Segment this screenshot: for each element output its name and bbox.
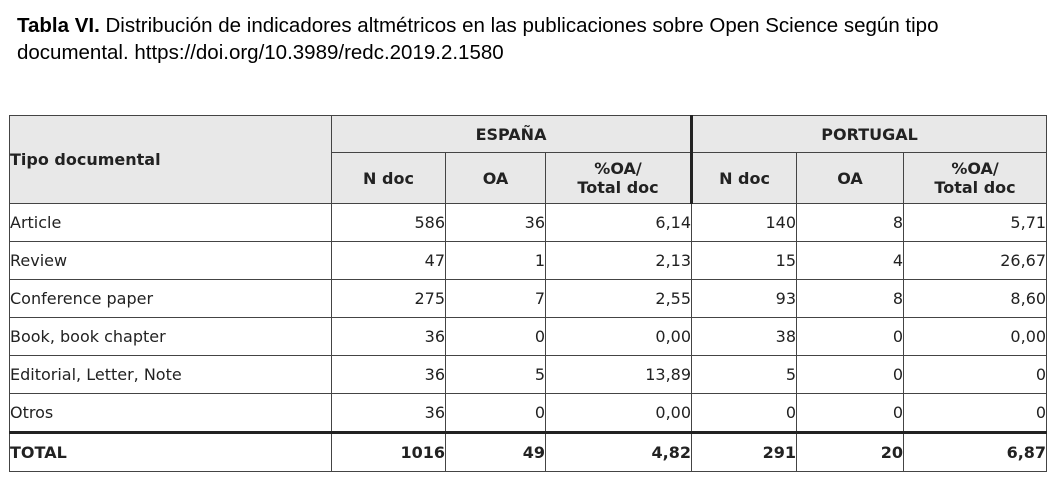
cell-es-n-doc: 36 xyxy=(331,317,446,356)
cell-es-oa: 7 xyxy=(445,279,546,318)
row-label: Book, book chapter xyxy=(9,317,332,356)
table-row: Conference paper 275 7 2,55 93 8 8,60 xyxy=(9,279,1048,318)
table-row: Article 586 36 6,14 140 8 5,71 xyxy=(9,203,1048,242)
cell-pt-n-doc: 93 xyxy=(691,279,798,318)
sub-header-row: N doc OA %OA/Total doc N doc OA %OA/Tota… xyxy=(10,152,1048,204)
cell-pt-pct-oa: 8,60 xyxy=(903,279,1048,318)
cell-pt-oa: 0 xyxy=(796,393,905,433)
cell-pt-pct-oa: 0 xyxy=(903,355,1048,394)
pct-header-line2: Total doc xyxy=(577,178,659,197)
pct-header-line1: %OA/ xyxy=(951,159,999,178)
pct-header-line2: Total doc xyxy=(934,178,1016,197)
total-es-n-doc: 1016 xyxy=(331,431,446,472)
group-header-espana: ESPAÑA xyxy=(330,115,694,153)
total-es-pct-oa: 4,82 xyxy=(544,431,693,472)
column-header-tipo-documental: Tipo documental xyxy=(9,115,332,204)
cell-es-pct-oa: 0,00 xyxy=(544,393,693,433)
cell-pt-pct-oa: 0,00 xyxy=(903,317,1048,356)
total-label: TOTAL xyxy=(9,431,332,472)
pct-header-line1: %OA/ xyxy=(594,159,642,178)
cell-pt-oa: 8 xyxy=(796,203,905,242)
cell-pt-oa: 4 xyxy=(796,241,905,280)
cell-es-n-doc: 275 xyxy=(331,279,446,318)
cell-es-oa: 5 xyxy=(445,355,546,394)
table-row: Otros 36 0 0,00 0 0 0 xyxy=(9,393,1048,433)
total-row: TOTAL 1016 49 4,82 291 20 6,87 xyxy=(9,431,1048,472)
total-pt-n-doc: 291 xyxy=(691,431,798,472)
cell-es-pct-oa: 13,89 xyxy=(544,355,693,394)
total-es-oa: 49 xyxy=(445,431,546,472)
cell-pt-pct-oa: 26,67 xyxy=(903,241,1048,280)
group-header-portugal: PORTUGAL xyxy=(691,115,1048,153)
caption-text: Distribución de indicadores altmétricos … xyxy=(17,14,939,64)
cell-es-oa: 36 xyxy=(445,203,546,242)
group-header-row: Tipo documental ESPAÑA PORTUGAL xyxy=(9,115,1048,204)
cell-pt-n-doc: 38 xyxy=(691,317,798,356)
column-header-pt-pct-oa: %OA/Total doc xyxy=(903,152,1048,204)
cell-pt-oa: 0 xyxy=(796,355,905,394)
row-label: Otros xyxy=(9,393,332,433)
table-row: Review 47 1 2,13 15 4 26,67 xyxy=(9,241,1048,280)
total-pt-oa: 20 xyxy=(796,431,905,472)
column-header-es-oa: OA xyxy=(445,152,546,204)
cell-es-pct-oa: 6,14 xyxy=(544,203,693,242)
cell-pt-n-doc: 5 xyxy=(691,355,798,394)
cell-pt-oa: 0 xyxy=(796,317,905,356)
cell-es-oa: 0 xyxy=(445,317,546,356)
table-row: Editorial, Letter, Note 36 5 13,89 5 0 0 xyxy=(9,355,1048,394)
row-label: Article xyxy=(9,203,332,242)
cell-es-n-doc: 586 xyxy=(331,203,446,242)
cell-es-n-doc: 36 xyxy=(331,355,446,394)
table-caption: Tabla VI. Distribución de indicadores al… xyxy=(17,12,1037,66)
cell-es-pct-oa: 2,55 xyxy=(544,279,693,318)
row-label: Editorial, Letter, Note xyxy=(9,355,332,394)
cell-es-oa: 0 xyxy=(445,393,546,433)
column-header-es-pct-oa: %OA/Total doc xyxy=(544,152,694,204)
cell-pt-n-doc: 140 xyxy=(691,203,798,242)
data-table: Tipo documental ESPAÑA PORTUGAL N doc OA… xyxy=(9,115,1048,472)
table-row: Book, book chapter 36 0 0,00 38 0 0,00 xyxy=(9,317,1048,356)
cell-es-n-doc: 47 xyxy=(331,241,446,280)
column-header-pt-oa: OA xyxy=(796,152,905,204)
cell-pt-n-doc: 15 xyxy=(691,241,798,280)
cell-pt-pct-oa: 5,71 xyxy=(903,203,1048,242)
cell-pt-oa: 8 xyxy=(796,279,905,318)
row-label: Conference paper xyxy=(9,279,332,318)
cell-es-n-doc: 36 xyxy=(331,393,446,433)
cell-pt-pct-oa: 0 xyxy=(903,393,1048,433)
cell-es-pct-oa: 0,00 xyxy=(544,317,693,356)
cell-pt-n-doc: 0 xyxy=(691,393,798,433)
total-pt-pct-oa: 6,87 xyxy=(903,431,1048,472)
column-header-es-n-doc: N doc xyxy=(331,152,446,204)
row-label: Review xyxy=(9,241,332,280)
caption-label: Tabla VI. xyxy=(17,14,100,37)
cell-es-pct-oa: 2,13 xyxy=(544,241,693,280)
column-header-pt-n-doc: N doc xyxy=(691,152,798,204)
cell-es-oa: 1 xyxy=(445,241,546,280)
